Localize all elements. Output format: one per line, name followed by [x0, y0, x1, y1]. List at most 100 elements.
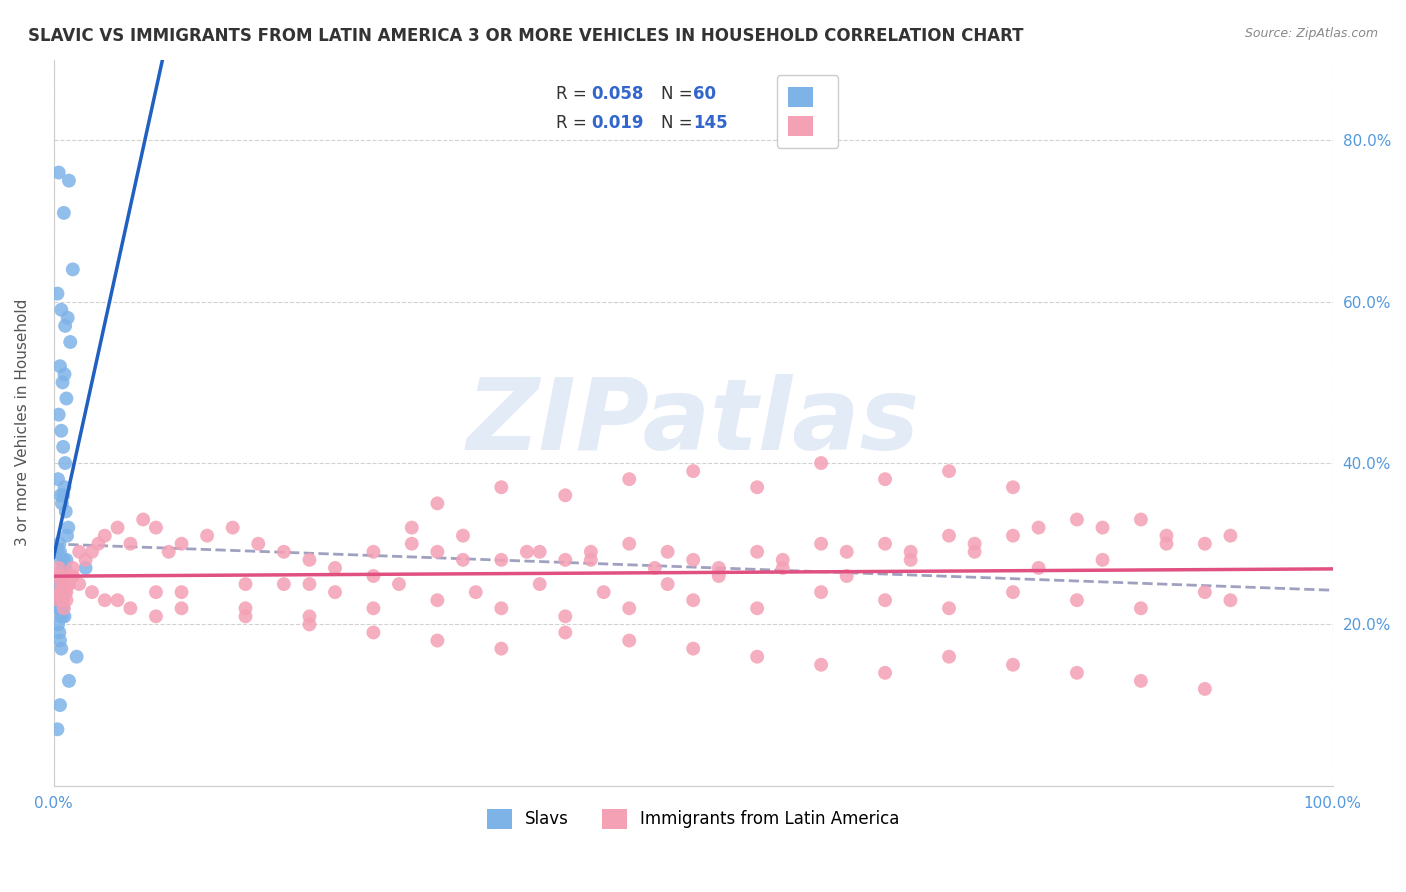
Point: [747, 480, 769, 494]
Point: [55, 392, 77, 406]
Point: [938, 601, 960, 615]
Point: [810, 585, 832, 599]
Point: [49, 601, 72, 615]
Point: [298, 577, 321, 591]
Point: [810, 657, 832, 672]
Point: [145, 609, 167, 624]
Text: 0.019: 0.019: [591, 114, 644, 132]
Point: [682, 553, 704, 567]
Point: [401, 520, 423, 534]
Point: [1129, 601, 1152, 615]
Text: R =: R =: [557, 85, 588, 103]
Point: [873, 593, 896, 607]
Point: [363, 625, 385, 640]
Point: [48, 601, 70, 615]
Point: [55, 585, 77, 599]
Point: [51, 577, 73, 591]
Point: [682, 593, 704, 607]
Point: [53, 561, 76, 575]
Text: 60: 60: [693, 85, 716, 103]
Text: N =: N =: [661, 85, 693, 103]
Point: [772, 561, 794, 575]
Point: [1156, 529, 1178, 543]
Point: [49, 633, 72, 648]
Point: [529, 545, 551, 559]
Point: [900, 545, 922, 559]
Point: [52, 601, 75, 615]
Point: [900, 553, 922, 567]
Point: [835, 545, 858, 559]
Point: [49, 601, 72, 615]
Point: [46, 472, 69, 486]
Point: [66, 649, 89, 664]
Point: [52, 585, 75, 599]
Point: [51, 585, 73, 599]
Point: [48, 569, 70, 583]
Point: [426, 545, 449, 559]
Point: [49, 359, 72, 374]
Point: [363, 601, 385, 615]
Point: [48, 625, 70, 640]
Point: [51, 609, 73, 624]
Point: [1066, 593, 1088, 607]
Point: [235, 577, 257, 591]
Point: [235, 601, 257, 615]
Point: [48, 561, 70, 575]
Point: [747, 649, 769, 664]
Point: [682, 641, 704, 656]
Point: [619, 472, 641, 486]
Point: [56, 529, 79, 543]
Point: [48, 585, 70, 599]
Point: [49, 488, 72, 502]
Point: [1066, 512, 1088, 526]
Point: [49, 577, 72, 591]
Y-axis label: 3 or more Vehicles in Household: 3 or more Vehicles in Household: [15, 299, 30, 547]
Point: [273, 545, 295, 559]
Point: [67, 545, 90, 559]
Point: [51, 561, 73, 575]
Point: [51, 302, 73, 317]
Point: [62, 561, 84, 575]
Point: [53, 609, 76, 624]
Point: [747, 545, 769, 559]
Point: [592, 585, 614, 599]
Point: [53, 368, 76, 382]
Point: [963, 537, 986, 551]
Point: [298, 609, 321, 624]
Legend: Slavs, Immigrants from Latin America: Slavs, Immigrants from Latin America: [479, 802, 907, 836]
Point: [52, 488, 75, 502]
Point: [52, 440, 75, 454]
Point: [1091, 553, 1114, 567]
Point: [145, 585, 167, 599]
Point: [49, 698, 72, 712]
Point: [51, 593, 73, 607]
Point: [1028, 520, 1050, 534]
Point: [48, 408, 70, 422]
Point: [49, 585, 72, 599]
Text: SLAVIC VS IMMIGRANTS FROM LATIN AMERICA 3 OR MORE VEHICLES IN HOUSEHOLD CORRELAT: SLAVIC VS IMMIGRANTS FROM LATIN AMERICA …: [28, 27, 1024, 45]
Point: [1001, 585, 1024, 599]
Point: [619, 633, 641, 648]
Point: [426, 496, 449, 510]
Point: [657, 577, 679, 591]
Point: [55, 593, 77, 607]
Point: [707, 569, 730, 583]
Point: [619, 601, 641, 615]
Point: [46, 545, 69, 559]
Point: [491, 553, 513, 567]
Point: [1194, 681, 1216, 696]
Point: [51, 585, 73, 599]
Point: [120, 601, 142, 615]
Point: [222, 520, 245, 534]
Point: [516, 545, 538, 559]
Point: [62, 262, 84, 277]
Point: [1066, 665, 1088, 680]
Point: [53, 480, 76, 494]
Point: [55, 504, 77, 518]
Point: [529, 577, 551, 591]
Point: [707, 561, 730, 575]
Point: [58, 673, 80, 688]
Point: [682, 464, 704, 478]
Point: [46, 593, 69, 607]
Text: 145: 145: [693, 114, 728, 132]
